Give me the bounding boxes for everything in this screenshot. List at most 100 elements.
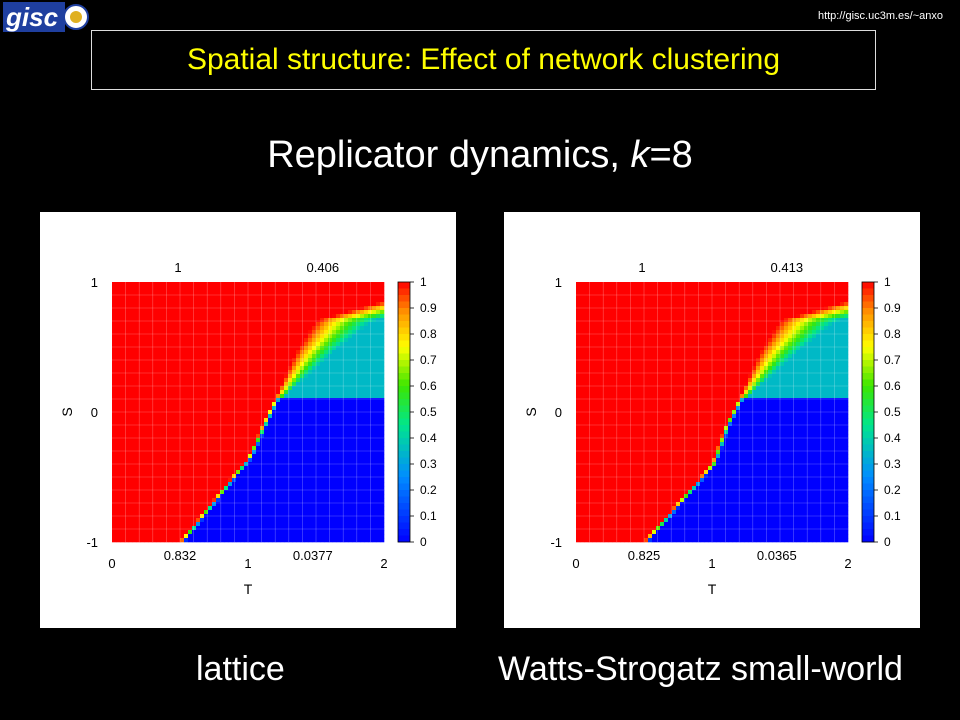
heatmap-cell (168, 374, 173, 379)
heatmap-cell (292, 394, 297, 399)
heatmap-cell (228, 390, 233, 395)
heatmap-cell (156, 502, 161, 507)
heatmap-cell (204, 490, 209, 495)
heatmap-cell (204, 514, 209, 519)
heatmap-cell (176, 414, 181, 419)
heatmap-cell (276, 438, 281, 443)
heatmap-cell (136, 510, 141, 515)
heatmap-cell (204, 286, 209, 291)
heatmap-cell (336, 530, 341, 535)
heatmap-cell (200, 454, 205, 459)
heatmap-cell (360, 398, 365, 403)
heatmap-cell (224, 514, 229, 519)
heatmap-cell (364, 506, 369, 511)
heatmap-cell (116, 386, 121, 391)
heatmap-cell (292, 294, 297, 299)
heatmap-cell (592, 318, 597, 323)
heatmap-cell (184, 442, 189, 447)
heatmap-cell (232, 310, 237, 315)
y-tick-label: 0 (91, 405, 98, 420)
heatmap-cell (188, 306, 193, 311)
heatmap-cell (276, 426, 281, 431)
heatmap-cell (252, 326, 257, 331)
heatmap-cell (372, 418, 377, 423)
heatmap-cell (576, 462, 581, 467)
heatmap-cell (168, 354, 173, 359)
heatmap-cell (244, 390, 249, 395)
heatmap-cell (324, 294, 329, 299)
heatmap-cell (152, 346, 157, 351)
heatmap-cell (216, 326, 221, 331)
heatmap-cell (600, 430, 605, 435)
heatmap-cell (284, 378, 289, 383)
heatmap-cell (600, 386, 605, 391)
heatmap-cell (224, 518, 229, 523)
heatmap-cell (588, 518, 593, 523)
heatmap-cell (316, 406, 321, 411)
heatmap-cell (232, 410, 237, 415)
heatmap-cell (592, 346, 597, 351)
heatmap-cell (192, 382, 197, 387)
heatmap-cell (376, 462, 381, 467)
heatmap-cell (364, 410, 369, 415)
heatmap-cell (288, 314, 293, 319)
heatmap-cell (296, 418, 301, 423)
heatmap-cell (336, 318, 341, 323)
heatmap-cell (244, 402, 249, 407)
heatmap-cell (372, 346, 377, 351)
heatmap-cell (600, 490, 605, 495)
heatmap-cell (300, 334, 305, 339)
heatmap-cell (188, 526, 193, 531)
heatmap-cell (248, 342, 253, 347)
heatmap-cell (164, 290, 169, 295)
heatmap-cell (176, 478, 181, 483)
heatmap-cell (288, 286, 293, 291)
heatmap-cell (304, 510, 309, 515)
heatmap-cell (292, 378, 297, 383)
heatmap-cell (220, 322, 225, 327)
heatmap-cell (332, 506, 337, 511)
heatmap-cell (132, 454, 137, 459)
heatmap-cell (192, 298, 197, 303)
heatmap-cell (252, 298, 257, 303)
heatmap-cell (580, 302, 585, 307)
heatmap-cell (216, 354, 221, 359)
heatmap-cell (272, 306, 277, 311)
heatmap-cell (152, 386, 157, 391)
heatmap-cell (328, 298, 333, 303)
heatmap-cell (124, 386, 129, 391)
heatmap-cell (296, 502, 301, 507)
heatmap-cell (212, 314, 217, 319)
heatmap-cell (288, 394, 293, 399)
heatmap-cell (232, 486, 237, 491)
heatmap-cell (344, 318, 349, 323)
heatmap-cell (168, 290, 173, 295)
heatmap-cell (144, 506, 149, 511)
heatmap-cell (328, 454, 333, 459)
heatmap-cell (336, 350, 341, 355)
heatmap-cell (292, 398, 297, 403)
heatmap-cell (276, 366, 281, 371)
heatmap-cell (296, 442, 301, 447)
heatmap-cell (304, 342, 309, 347)
heatmap-cell (112, 518, 117, 523)
heatmap-cell (596, 294, 601, 299)
heatmap-cell (116, 314, 121, 319)
heatmap-cell (364, 382, 369, 387)
heatmap-cell (120, 386, 125, 391)
heatmap-cell (212, 418, 217, 423)
heatmap-cell (368, 358, 373, 363)
heatmap-cell (172, 442, 177, 447)
heatmap-cell (224, 294, 229, 299)
heatmap-cell (136, 538, 141, 543)
heatmap-cell (356, 322, 361, 327)
heatmap-cell (160, 478, 165, 483)
heatmap-cell (168, 318, 173, 323)
heatmap-cell (588, 450, 593, 455)
heatmap-cell (324, 410, 329, 415)
heatmap-cell (592, 330, 597, 335)
colorbar-tick-label: 0.7 (420, 353, 437, 367)
heatmap-cell (324, 422, 329, 427)
heatmap-cell (192, 506, 197, 511)
heatmap-cell (156, 346, 161, 351)
